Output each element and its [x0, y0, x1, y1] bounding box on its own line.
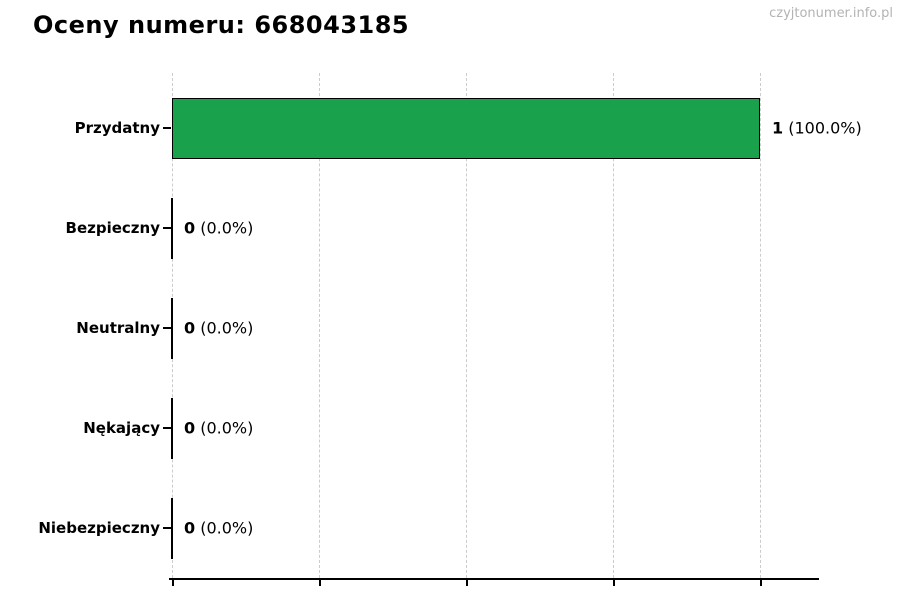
- value-count: 0: [184, 418, 196, 438]
- bar-zero-line: [171, 297, 173, 359]
- value-percent: (0.0%): [195, 218, 254, 238]
- value-label: 0 (0.0%): [184, 419, 253, 438]
- category-label: Niebezpieczny: [38, 519, 160, 537]
- y-axis-tick: [163, 327, 171, 329]
- category-label: Nękający: [83, 419, 160, 437]
- watermark-text: czyjtonumer.info.pl: [769, 6, 893, 21]
- x-gridline: [613, 73, 614, 578]
- category-label: Neutralny: [76, 319, 160, 337]
- x-gridline: [466, 73, 467, 578]
- value-count: 0: [184, 218, 196, 238]
- value-label: 0 (0.0%): [184, 519, 253, 538]
- value-percent: (0.0%): [195, 418, 254, 438]
- category-label: Bezpieczny: [65, 219, 160, 237]
- value-percent: (0.0%): [195, 518, 254, 538]
- x-axis-tick: [466, 580, 468, 586]
- category-label: Przydatny: [74, 119, 160, 137]
- value-label: 0 (0.0%): [184, 219, 253, 238]
- x-axis-tick: [319, 580, 321, 586]
- value-label: 1 (100.0%): [772, 119, 862, 138]
- y-axis-tick: [163, 527, 171, 529]
- x-axis-tick: [760, 580, 762, 586]
- value-count: 1: [772, 118, 784, 138]
- x-axis-tick: [172, 580, 174, 586]
- bar-zero-line: [171, 497, 173, 559]
- x-gridline: [760, 73, 761, 578]
- y-axis-tick: [163, 427, 171, 429]
- bar-zero-line: [171, 397, 173, 459]
- value-percent: (100.0%): [783, 118, 862, 138]
- value-count: 0: [184, 318, 196, 338]
- chart-title: Oceny numeru: 668043185: [33, 11, 410, 39]
- x-axis-tick: [613, 580, 615, 586]
- x-axis-line: [169, 578, 819, 580]
- bar: [172, 97, 760, 159]
- y-axis-tick: [163, 127, 171, 129]
- x-gridline: [319, 73, 320, 578]
- value-percent: (0.0%): [195, 318, 254, 338]
- value-label: 0 (0.0%): [184, 319, 253, 338]
- bar-zero-line: [171, 197, 173, 259]
- value-count: 0: [184, 518, 196, 538]
- y-axis-tick: [163, 227, 171, 229]
